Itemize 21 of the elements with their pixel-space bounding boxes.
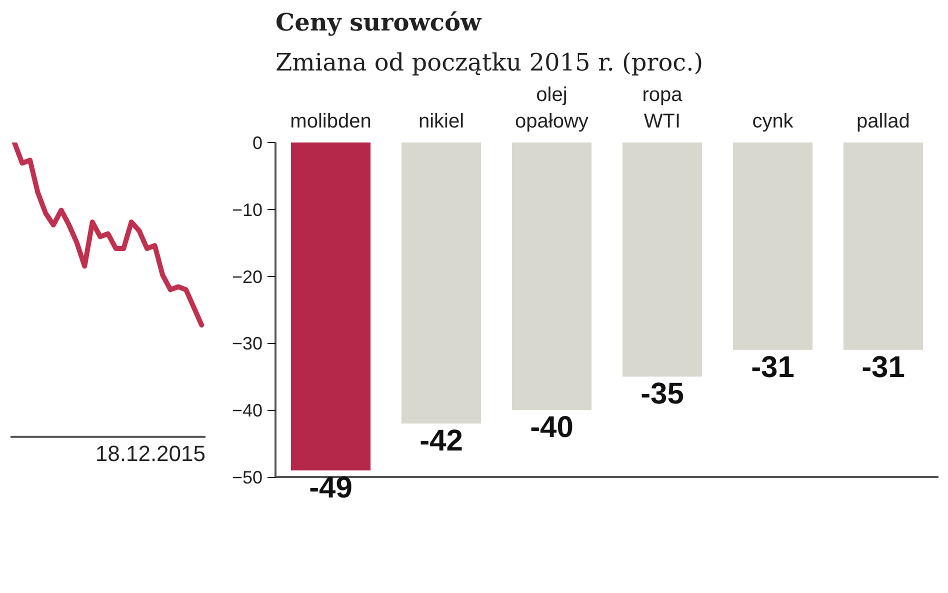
x-tick-label: olej opałowy (515, 84, 588, 132)
chart-subtitle: Zmiana od początku 2015 r. (proc.) (276, 48, 704, 76)
text: 18.12.2015 (95, 440, 206, 466)
data-label: -40 (530, 411, 574, 444)
chart-title: Ceny surowców (276, 8, 483, 36)
x-tick-label: cynk (752, 110, 794, 132)
y-tick-label: −20 (232, 266, 263, 287)
y-tick-label: −30 (232, 334, 263, 354)
y-tick-label: −50 (232, 468, 263, 488)
data-label: -35 (640, 378, 684, 411)
data-label: -49 (309, 471, 352, 504)
y-tick-label: 0 (252, 133, 263, 153)
y-tick-label: −40 (232, 400, 263, 421)
x-tick-label: molibden (290, 110, 372, 132)
x-tick-label: nikiel (418, 110, 464, 132)
x-tick-label: ropa WTI (642, 84, 684, 132)
x-tick-label: pallad (856, 110, 910, 132)
y-tick-label: −10 (232, 200, 263, 220)
data-label: -31 (751, 350, 794, 384)
data-label: -31 (862, 350, 905, 384)
data-label: -42 (420, 424, 463, 458)
